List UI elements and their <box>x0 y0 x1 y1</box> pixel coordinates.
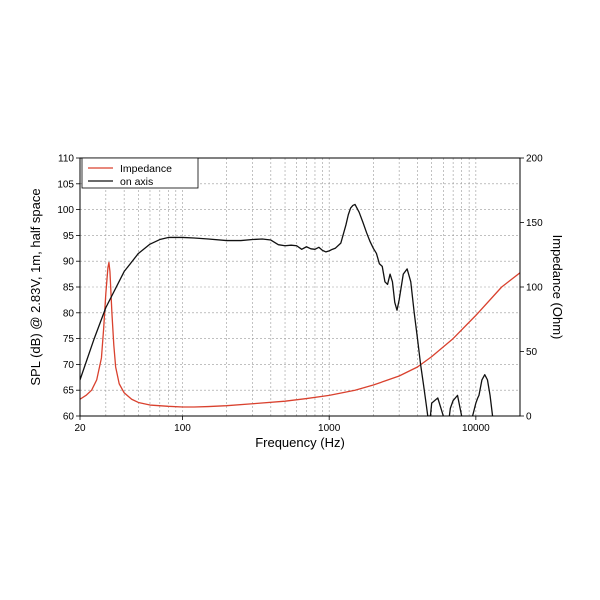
y2-tick-label: 200 <box>526 154 543 165</box>
legend-label-on-axis: on axis <box>120 176 153 188</box>
legend-box <box>81 157 199 189</box>
y-tick-label: 110 <box>58 154 74 165</box>
grid <box>80 158 520 416</box>
legend-label-impedance: Impedance <box>120 163 172 175</box>
y2-tick-label: 0 <box>526 412 532 423</box>
legend: Impedance on axis <box>81 157 199 189</box>
x-tick-label: 1000 <box>318 423 341 434</box>
series-line-on-axis <box>80 203 494 416</box>
y2-axis-title: Impedance (Ohm) <box>550 235 565 340</box>
x-tick-label: 20 <box>74 423 86 434</box>
y-tick-label: 90 <box>63 257 75 268</box>
y-tick-label: 95 <box>63 231 75 242</box>
y-axis-title: SPL (dB) @ 2.83V, 1m, half space <box>28 188 43 385</box>
y-tick-label: 105 <box>57 179 74 190</box>
y-tick-label: 70 <box>63 360 75 371</box>
y2-tick-label: 100 <box>526 283 543 294</box>
x-tick-label: 10000 <box>462 423 490 434</box>
y2-tick-label: 150 <box>526 218 543 229</box>
y2-tick-label: 50 <box>526 347 538 358</box>
y-tick-label: 60 <box>63 412 75 423</box>
y-tick-label: 100 <box>57 205 74 216</box>
x-axis-title: Frequency (Hz) <box>255 435 345 450</box>
y-tick-label: 80 <box>63 308 75 319</box>
y-tick-label: 75 <box>63 334 75 345</box>
x-tick-label: 100 <box>174 423 191 434</box>
series-line-impedance <box>80 261 520 408</box>
y-tick-label: 65 <box>63 386 75 397</box>
ticks-layer: 60 65 70 75 80 85 90 95 100 105 110 0 50 100 150 200 20 1… <box>57 154 543 435</box>
y-tick-label: 85 <box>63 283 75 294</box>
series-layer <box>80 203 520 416</box>
